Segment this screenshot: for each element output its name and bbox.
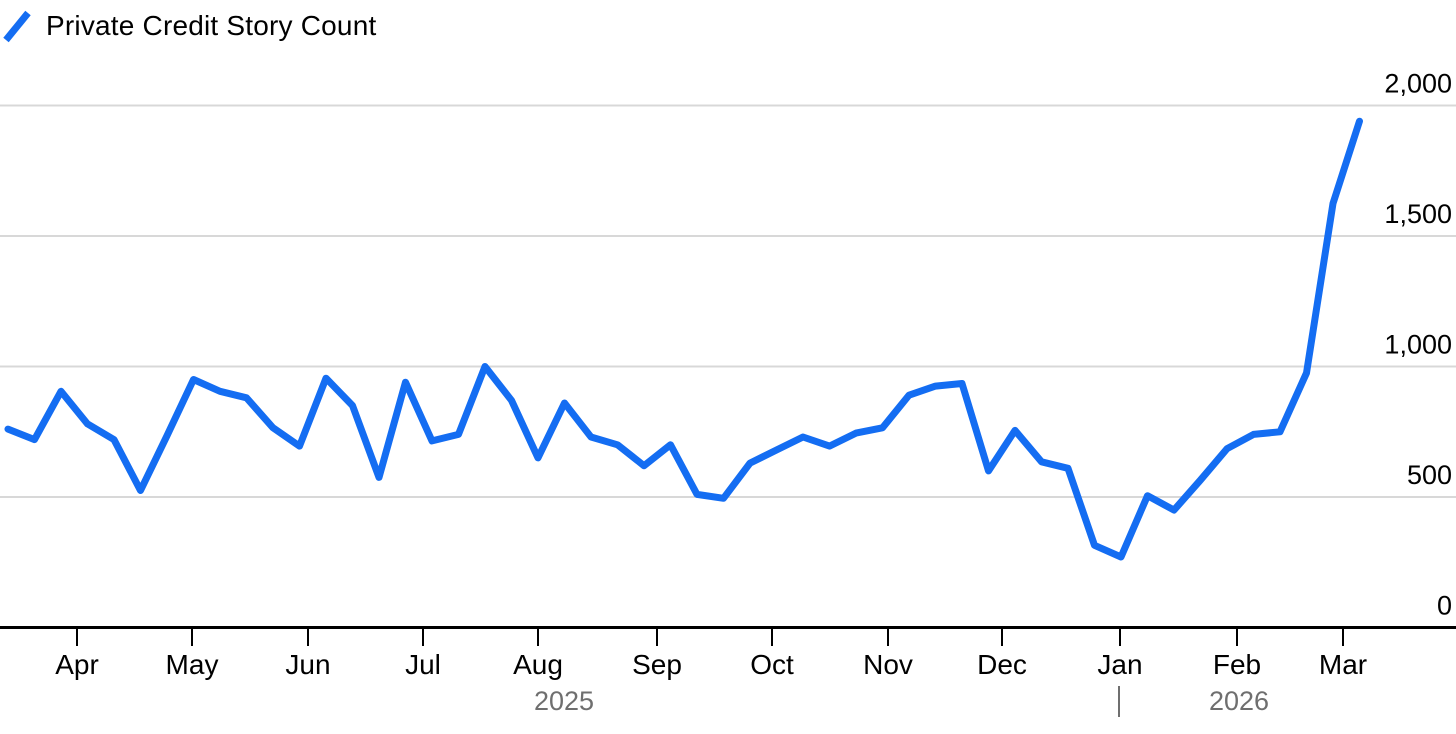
y-tick-label-0: 0: [1437, 591, 1452, 621]
x-tick-label-dec: Dec: [977, 649, 1027, 680]
y-tick-label-2000: 2,000: [1384, 69, 1452, 99]
x-tick-label-mar: Mar: [1319, 649, 1367, 680]
legend-item[interactable]: Private Credit Story Count: [0, 6, 376, 46]
x-axis-ticks: [76, 628, 1344, 646]
x-tick-label-jun: Jun: [285, 649, 330, 680]
y-gridlines: [0, 104, 1456, 498]
legend-label: Private Credit Story Count: [46, 10, 377, 41]
x-axis-labels: Apr May Jun Jul Aug Sep Oct Nov Dec Jan Feb Mar: [55, 649, 1367, 680]
x-tick-label-jul: Jul: [405, 649, 441, 680]
year-labels: 2025 2026: [534, 686, 1269, 716]
x-tick-label-feb: Feb: [1213, 649, 1261, 680]
legend-line-marker-icon: [3, 10, 31, 43]
data-line-private-credit-story-count: [4, 117, 1363, 561]
y-axis-labels: 2,000 1,500 1,000 500 0: [1384, 69, 1452, 621]
y-tick-label-1500: 1,500: [1384, 199, 1452, 229]
year-label-2025: 2025: [534, 686, 594, 716]
x-tick-label-may: May: [166, 649, 219, 680]
x-tick-label-sep: Sep: [632, 649, 682, 680]
y-tick-label-1000: 1,000: [1384, 330, 1452, 360]
x-tick-label-nov: Nov: [863, 649, 913, 680]
x-tick-label-oct: Oct: [750, 649, 794, 680]
x-tick-label-aug: Aug: [513, 649, 563, 680]
y-tick-label-500: 500: [1407, 460, 1452, 490]
x-tick-label-apr: Apr: [55, 649, 99, 680]
x-tick-label-jan: Jan: [1097, 649, 1142, 680]
year-label-2026: 2026: [1209, 686, 1269, 716]
